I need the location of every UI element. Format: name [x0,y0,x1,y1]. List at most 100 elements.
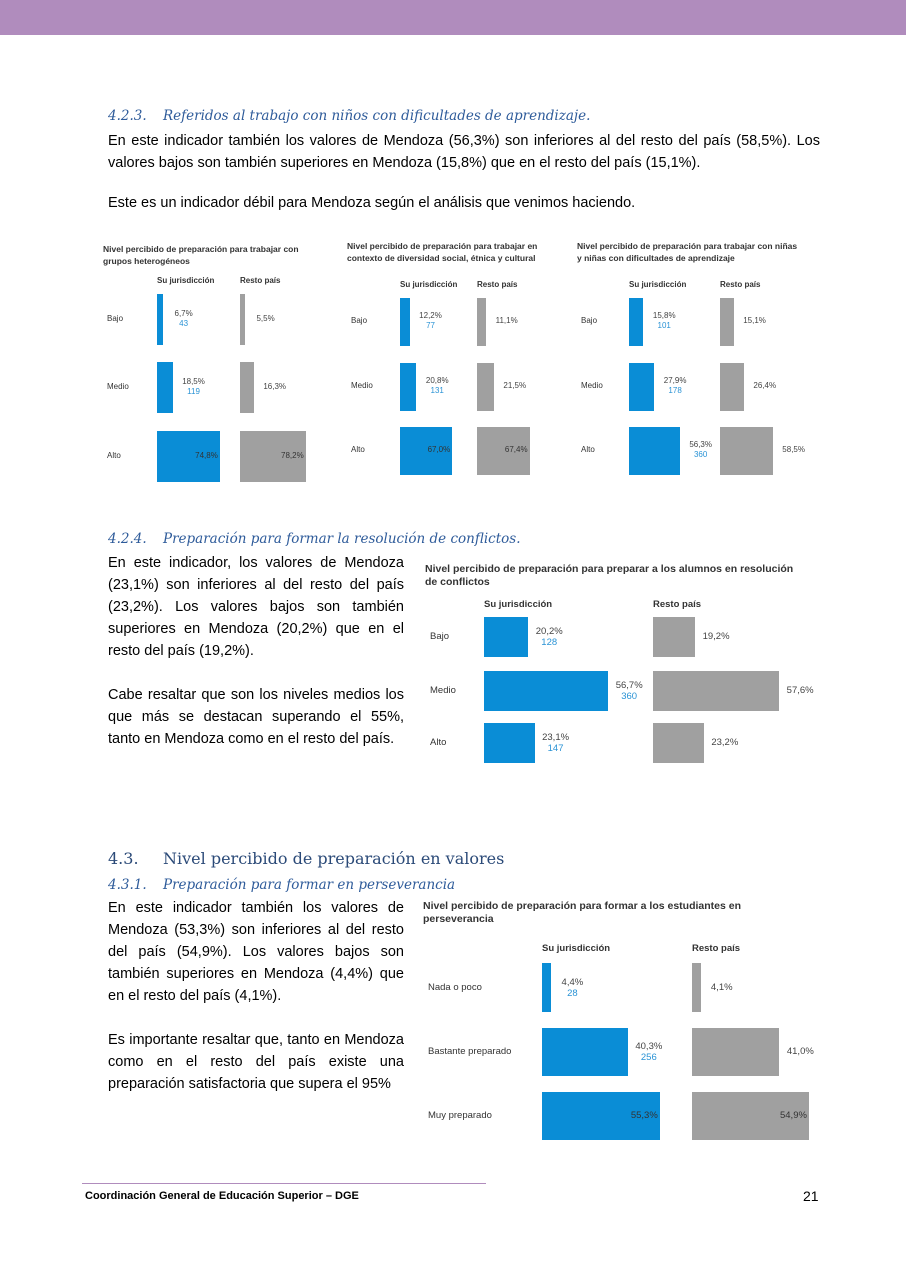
category-label: Medio [107,381,129,391]
chart-title: Nivel percibido de preparación para trab… [347,241,538,263]
percent-label: 4,4% [561,976,584,988]
category-label: Medio [351,381,373,390]
value-label: 54,9% [769,1110,807,1121]
bar [629,363,655,411]
percent-label: 11,1% [495,316,518,325]
value-label: 56,3% 360 [683,440,719,460]
bar [484,671,609,711]
heading-4-3: 4.3. Nivel percibido de preparación en va… [108,849,504,868]
bar [720,427,773,475]
series-header: Resto país [720,280,761,289]
percent-label: 5,5% [256,313,275,323]
percent-label: 58,5% [782,445,805,454]
bar [542,1092,660,1140]
percent-label: 56,3% [689,440,712,449]
bar [720,363,744,411]
heading-4-2-3: 4.2.3. Referidos al trabajo con niños con… [108,108,590,124]
paragraph: Este es un indicador débil para Mendoza … [108,195,636,211]
bar [692,1028,780,1076]
category-label: Nada o poco [428,981,482,993]
category-label: Muy preparado [428,1110,492,1121]
heading-text: Referidos al trabajo con niños con dific… [163,108,591,124]
bar [692,1092,809,1140]
chart-title: Nivel percibido de preparación para prep… [425,563,794,588]
series-header: Resto país [653,599,702,610]
percent-label: 41,0% [786,1046,814,1057]
bar [542,963,552,1012]
paragraph: En este indicador también los valores de… [108,900,404,1004]
count-label: 131 [430,386,444,395]
category-label: Bajo [351,316,368,325]
count-label: 101 [657,321,671,330]
value-label: 55,3% [620,1110,658,1121]
bar [477,427,530,475]
paragraph: Es importante resaltar que, tanto en Men… [108,1032,404,1092]
count-label: 360 [621,691,638,702]
percent-label: 78,2% [281,450,304,460]
value-label: 56,7% 360 [611,680,647,702]
value-label: 15,8% 101 [646,311,682,331]
paragraph: Cabe resaltar que son los niveles medios… [108,687,404,747]
category-label: Bastante preparado [428,1046,512,1057]
bar [542,1028,628,1076]
category-label: Bajo [430,631,450,642]
series-header: Su jurisdicción [484,599,553,610]
percent-label: 40,3% [635,1041,663,1052]
percent-label: 27,9% [663,376,687,385]
series-header: Resto país [692,943,741,954]
value-label: 4,4% 28 [554,977,590,999]
value-label: 21,5% [497,381,533,391]
count-label: 178 [668,386,682,395]
chart-title: Nivel percibido de preparación para trab… [103,244,299,266]
category-label: Alto [351,445,365,454]
value-label: 5,5% [248,314,284,324]
value-label: 26,4% [747,381,783,391]
percent-label: 6,7% [174,308,193,318]
percent-label: 19,2% [702,631,730,642]
chart-title: Nivel percibido de preparación para form… [423,900,742,925]
bar [692,963,701,1012]
bar [157,362,173,413]
percent-label: 57,6% [786,685,814,696]
footer-text: Coordinación General de Educación Superi… [85,1190,359,1202]
value-label: 78,2% [266,451,304,461]
category-label: Alto [581,445,595,454]
bar [477,363,494,411]
paragraph: En este indicador también los valores de… [108,133,820,171]
value-label: 58,5% [776,445,812,455]
bar [400,298,410,346]
heading-4-2-4: 4.2.4. Preparación para formar la resoluc… [108,531,521,547]
percent-label: 18,5% [182,376,205,386]
percent-label: 21,5% [503,381,527,390]
category-label: Medio [581,381,603,390]
category-label: Bajo [581,316,598,325]
percent-label: 23,1% [542,732,570,743]
bar [157,294,163,345]
heading-number: 4.3. [108,849,139,868]
percent-label: 74,8% [195,450,218,460]
footer-divider [82,1183,486,1184]
bar [484,723,535,763]
percent-label: 4,1% [710,981,733,993]
percent-label: 12,2% [419,311,442,320]
percent-label: 67,0% [427,445,451,454]
bar [720,298,734,346]
heading-number: 4.2.4. [108,531,147,547]
percent-label: 15,8% [652,311,676,320]
series-header: Su jurisdicción [400,280,458,289]
value-label: 23,2% [707,737,743,748]
percent-label: 54,9% [779,1110,807,1121]
heading-text: Nivel percibido de preparación en valore… [163,849,505,868]
value-label: 11,1% [489,316,525,326]
percent-label: 56,7% [615,680,643,691]
count-label: 147 [547,743,564,754]
heading-4-3-1: 4.3.1. Preparación para formar en perseve… [108,877,455,893]
value-label: 41,0% [782,1046,818,1057]
paragraph: En este indicador, los valores de Mendoz… [108,555,404,659]
value-label: 12,2% 77 [413,311,449,331]
value-label: 16,3% [257,382,293,392]
value-label: 67,4% [490,445,528,455]
count-label: 128 [541,637,558,648]
value-label: 67,0% [412,445,451,455]
